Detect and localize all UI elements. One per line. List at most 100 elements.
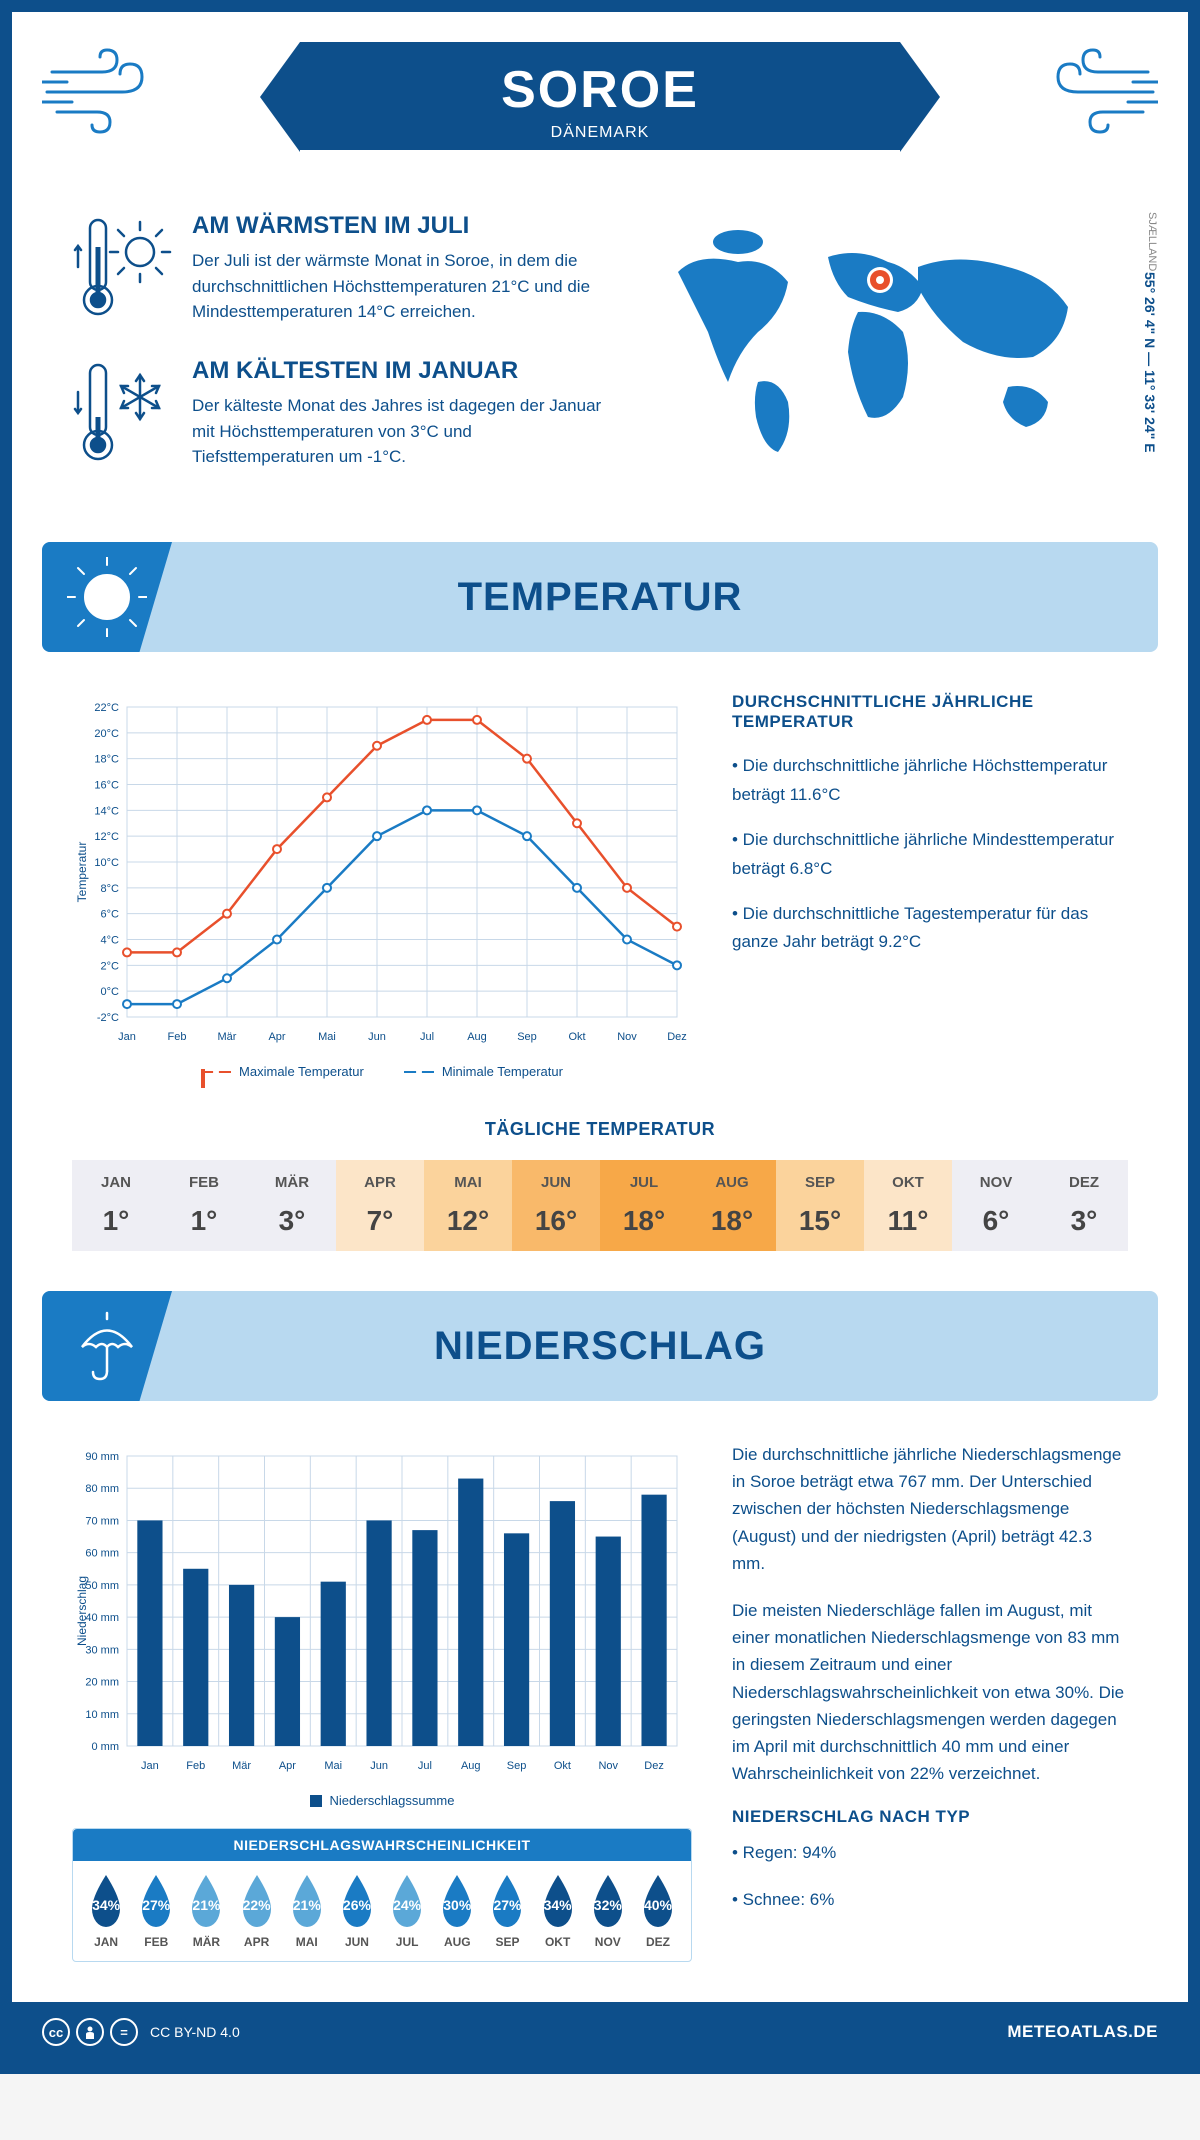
cold-text: Der kälteste Monat des Jahres ist dagege… [192,393,608,470]
info-section: AM WÄRMSTEN IM JULI Der Juli ist der wär… [12,192,1188,542]
temp-cell: MÄR3° [248,1160,336,1251]
svg-text:Mai: Mai [318,1031,336,1043]
site-name: METEOATLAS.DE [1007,2022,1158,2042]
precipitation-bar-chart: 0 mm10 mm20 mm30 mm40 mm50 mm60 mm70 mm8… [72,1441,692,1781]
svg-text:0°C: 0°C [101,986,120,998]
summary-line: • Die durchschnittliche Tagestemperatur … [732,900,1128,958]
svg-text:70 mm: 70 mm [85,1515,119,1527]
warm-title: AM WÄRMSTEN IM JULI [192,212,608,240]
warm-info: AM WÄRMSTEN IM JULI Der Juli ist der wär… [72,212,608,327]
daily-title: TÄGLICHE TEMPERATUR [72,1119,1128,1140]
svg-text:Okt: Okt [554,1760,571,1772]
world-map: SJÆLLAND 55° 26' 4" N — 11° 33' 24" E [648,212,1128,502]
probability-cell: 34% JAN [81,1873,131,1949]
thermometer-sun-icon [72,212,172,327]
svg-text:20°C: 20°C [94,728,119,740]
svg-text:Jul: Jul [420,1031,434,1043]
cc-icon: cc [42,2018,70,2046]
by-icon [76,2018,104,2046]
svg-text:Temperatur: Temperatur [75,842,89,903]
svg-text:14°C: 14°C [94,805,119,817]
probability-cell: 21% MÄR [181,1873,231,1949]
coordinates: 55° 26' 4" N — 11° 33' 24" E [1142,272,1158,453]
svg-text:Apr: Apr [279,1760,296,1772]
svg-text:Jun: Jun [368,1031,386,1043]
summary-line: • Die durchschnittliche jährliche Höchst… [732,752,1128,810]
legend-max: Maximale Temperatur [239,1064,364,1079]
warm-text: Der Juli ist der wärmste Monat in Soroe,… [192,248,608,325]
svg-text:90 mm: 90 mm [85,1451,119,1463]
svg-text:4°C: 4°C [101,935,120,947]
cold-title: AM KÄLTESTEN IM JANUAR [192,357,608,385]
precipitation-banner: NIEDERSCHLAG [42,1291,1158,1401]
svg-text:80 mm: 80 mm [85,1483,119,1495]
probability-cell: 21% MAI [282,1873,332,1949]
temp-cell: DEZ3° [1040,1160,1128,1251]
svg-text:18°C: 18°C [94,754,119,766]
probability-cell: 24% JUL [382,1873,432,1949]
svg-text:50 mm: 50 mm [85,1580,119,1592]
svg-text:Jan: Jan [141,1760,159,1772]
footer: cc = CC BY-ND 4.0 METEOATLAS.DE [12,2002,1188,2062]
temp-cell: APR7° [336,1160,424,1251]
temp-cell: NOV6° [952,1160,1040,1251]
probability-cell: 34% OKT [533,1873,583,1949]
svg-text:Nov: Nov [598,1760,618,1772]
svg-text:Mär: Mär [232,1760,251,1772]
temperature-line-chart: -2°C0°C2°C4°C6°C8°C10°C12°C14°C16°C18°C2… [72,692,692,1052]
temp-cell: MAI12° [424,1160,512,1251]
svg-text:16°C: 16°C [94,780,119,792]
probability-cell: 22% APR [232,1873,282,1949]
precip-text-2: Die meisten Niederschläge fallen im Augu… [732,1597,1128,1787]
temperature-section: -2°C0°C2°C4°C6°C8°C10°C12°C14°C16°C18°C2… [12,652,1188,1119]
svg-text:Feb: Feb [168,1031,187,1043]
cc-icons: cc = [42,2018,138,2046]
precip-text-1: Die durchschnittliche jährliche Niedersc… [732,1441,1128,1577]
svg-text:-2°C: -2°C [97,1012,119,1024]
precipitation-section: 0 mm10 mm20 mm30 mm40 mm50 mm60 mm70 mm8… [12,1401,1188,2002]
temp-cell: FEB1° [160,1160,248,1251]
svg-text:Jul: Jul [418,1760,432,1772]
probability-title: NIEDERSCHLAGSWAHRSCHEINLICHKEIT [73,1829,691,1861]
svg-text:Aug: Aug [467,1031,487,1043]
svg-text:Niederschlag: Niederschlag [75,1576,89,1646]
svg-text:2°C: 2°C [101,960,120,972]
svg-text:Dez: Dez [667,1031,687,1043]
svg-text:20 mm: 20 mm [85,1677,119,1689]
wind-icon [1038,42,1158,147]
svg-text:Feb: Feb [186,1760,205,1772]
temp-cell: JUN16° [512,1160,600,1251]
city-name: SOROE [300,60,900,120]
svg-text:10°C: 10°C [94,857,119,869]
license-text: CC BY-ND 4.0 [150,2024,240,2040]
svg-text:22°C: 22°C [94,702,119,714]
legend-min: Minimale Temperatur [442,1064,563,1079]
svg-text:Mär: Mär [218,1031,237,1043]
temperature-banner: TEMPERATUR [42,542,1158,652]
summary-line: • Die durchschnittliche jährliche Mindes… [732,826,1128,884]
svg-text:Jun: Jun [370,1760,388,1772]
temp-cell: OKT11° [864,1160,952,1251]
probability-cell: 27% FEB [131,1873,181,1949]
header: SOROE DÄNEMARK [12,12,1188,192]
probability-box: NIEDERSCHLAGSWAHRSCHEINLICHKEIT 34% JAN … [72,1828,692,1962]
probability-cell: 26% JUN [332,1873,382,1949]
svg-text:40 mm: 40 mm [85,1612,119,1624]
cold-info: AM KÄLTESTEN IM JANUAR Der kälteste Mona… [72,357,608,472]
country-name: DÄNEMARK [300,124,900,142]
umbrella-icon [42,1291,172,1401]
daily-temperature: TÄGLICHE TEMPERATUR JAN1°FEB1°MÄR3°APR7°… [12,1119,1188,1291]
wind-icon [42,42,162,147]
precip-type-title: NIEDERSCHLAG NACH TYP [732,1807,1128,1827]
temp-cell: JAN1° [72,1160,160,1251]
thermometer-snow-icon [72,357,172,472]
svg-text:Aug: Aug [461,1760,481,1772]
svg-text:Jan: Jan [118,1031,136,1043]
svg-text:Sep: Sep [517,1031,537,1043]
svg-text:Nov: Nov [617,1031,637,1043]
infographic-page: SOROE DÄNEMARK [0,0,1200,2074]
probability-cell: 32% NOV [583,1873,633,1949]
svg-text:Mai: Mai [324,1760,342,1772]
nd-icon: = [110,2018,138,2046]
temp-summary-title: DURCHSCHNITTLICHE JÄHRLICHE TEMPERATUR [732,692,1128,732]
